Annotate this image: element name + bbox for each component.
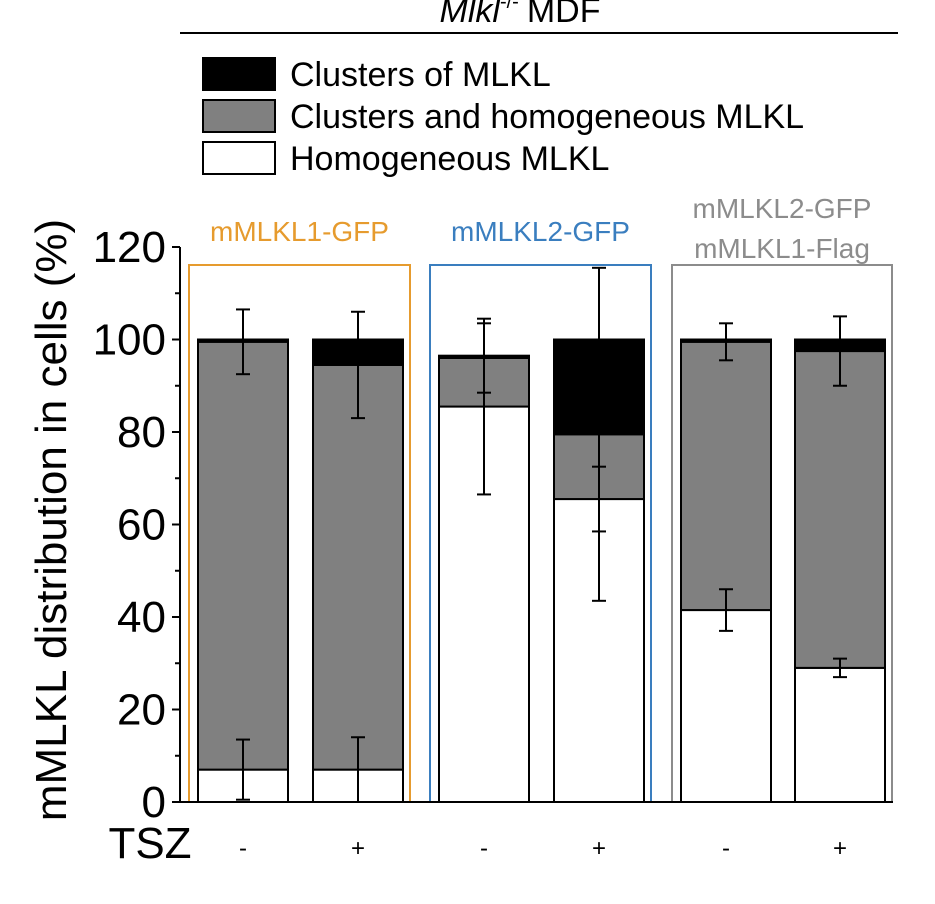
bar-segment <box>794 350 886 669</box>
x-tick-label: + <box>833 835 847 862</box>
bar-segment <box>680 609 772 803</box>
bar-segment <box>794 666 886 803</box>
axes: 0 20 40 60 80 100 120 <box>93 223 893 827</box>
group-boxes: mMLKL1-GFP mMLKL2-GFP mMLKL2-GFP mMLKL1-Fla… <box>188 193 893 803</box>
group-label: mMLKL1-Flag <box>694 233 870 264</box>
y-tick-label: 40 <box>117 593 166 642</box>
y-tick-label: 0 <box>142 778 166 827</box>
legend-swatch <box>202 57 276 91</box>
legend-swatch <box>202 141 276 175</box>
group-label: mMLKL2-GFP <box>451 216 630 247</box>
bar-segment <box>197 340 289 771</box>
chart-header: Mlkl-/- MDF <box>180 0 898 34</box>
header-title-superscript: -/- <box>500 0 519 13</box>
bar-segment <box>312 363 404 771</box>
y-tick-label: 60 <box>117 501 166 550</box>
x-tick-label: + <box>351 835 365 862</box>
legend-label: Clusters and homogeneous MLKL <box>290 98 804 136</box>
header-title: Mlkl-/- MDF <box>440 0 601 30</box>
x-tick-label: - <box>239 835 247 862</box>
y-axis-label: mMLKL distribution in cells (%) <box>27 219 76 821</box>
x-tick-labels: - + - + - + <box>239 835 847 862</box>
header-title-cell: MDF <box>527 0 601 30</box>
x-tick-label: - <box>480 835 488 862</box>
y-tick-label: 120 <box>93 223 166 272</box>
group-label: mMLKL1-GFP <box>210 216 389 247</box>
header-title-gene: Mlkl <box>440 0 502 30</box>
x-tick-label: - <box>722 835 730 862</box>
y-tick-label: 80 <box>117 408 166 457</box>
legend: Clusters of MLKL Clusters and homogeneous… <box>202 56 804 178</box>
x-tick-label: + <box>592 835 606 862</box>
x-row-label: TSZ <box>108 819 191 868</box>
y-tick-label: 20 <box>117 686 166 735</box>
bar-segment <box>680 340 772 612</box>
bars <box>197 266 886 803</box>
legend-swatch <box>202 99 276 133</box>
y-tick-label: 100 <box>93 316 166 365</box>
group-label: mMLKL2-GFP <box>693 193 872 224</box>
legend-label: Homogeneous MLKL <box>290 140 609 178</box>
legend-label: Clusters of MLKL <box>290 56 551 94</box>
